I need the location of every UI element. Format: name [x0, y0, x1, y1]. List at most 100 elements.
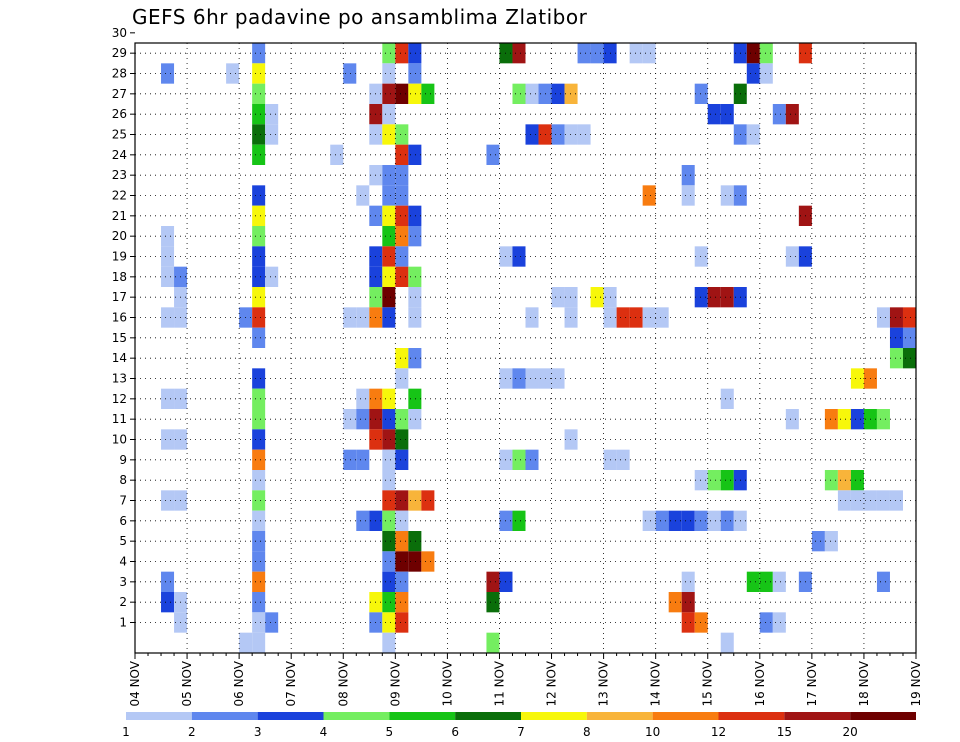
heatmap-cell [382, 226, 396, 247]
heatmap-cell [408, 307, 422, 328]
heatmap-cell [343, 63, 357, 84]
heatmap-cell [382, 43, 396, 64]
heatmap-cell [395, 490, 409, 511]
heatmap-cell [382, 124, 396, 145]
heatmap-cell [252, 43, 266, 64]
heatmap-cell [252, 266, 266, 287]
y-tick-label: 26 [112, 107, 127, 121]
chart-title: GEFS 6hr padavine po ansamblima Zlatibor [132, 5, 588, 29]
heatmap-cell [356, 388, 370, 409]
heatmap-cell [252, 287, 266, 308]
x-tick-label: 17 NOV [805, 660, 819, 706]
heatmap-cell [408, 226, 422, 247]
heatmap-cell [551, 124, 565, 145]
heatmap-cell [837, 409, 851, 430]
y-tick-label: 23 [112, 168, 127, 182]
heatmap-cell [694, 287, 708, 308]
x-tick-label: 07 NOV [284, 660, 298, 706]
heatmap-cell [681, 165, 695, 186]
heatmap-cell [902, 327, 916, 348]
heatmap-cell [421, 490, 435, 511]
heatmap-cell [681, 592, 695, 613]
heatmap-cell [161, 307, 175, 328]
heatmap-cell [382, 205, 396, 226]
colorbar-swatch [126, 712, 192, 720]
heatmap-cell [395, 348, 409, 369]
x-tick-label: 12 NOV [545, 660, 559, 706]
x-tick-label: 13 NOV [597, 660, 611, 706]
heatmap-cell [252, 144, 266, 165]
heatmap-cell [837, 470, 851, 491]
heatmap-cell [161, 388, 175, 409]
heatmap-cell [382, 63, 396, 84]
heatmap-cell [395, 165, 409, 186]
heatmap-cells [161, 43, 916, 653]
heatmap-cell [512, 43, 526, 64]
heatmap-cell [694, 612, 708, 633]
heatmap-cell [421, 551, 435, 572]
y-tick-label: 17 [112, 290, 127, 304]
heatmap-cell [785, 246, 799, 267]
heatmap-cell [681, 510, 695, 531]
heatmap-cell [252, 490, 266, 511]
heatmap-cell [382, 287, 396, 308]
colorbar-label: 5 [386, 725, 394, 739]
y-tick-label: 12 [112, 392, 127, 406]
heatmap-cell [564, 83, 578, 104]
heatmap-cell [876, 409, 890, 430]
heatmap-cell [889, 307, 903, 328]
heatmap-cell [850, 470, 864, 491]
heatmap-cell [395, 205, 409, 226]
heatmap-cell [252, 124, 266, 145]
heatmap-cell [382, 185, 396, 206]
heatmap-cell [395, 226, 409, 247]
heatmap-cell [161, 571, 175, 592]
heatmap-cell [408, 266, 422, 287]
heatmap-cell [720, 510, 734, 531]
y-tick-label: 9 [119, 453, 127, 467]
heatmap-cell [512, 83, 526, 104]
heatmap-cell [720, 287, 734, 308]
heatmap-cell [681, 571, 695, 592]
heatmap-cell [590, 287, 604, 308]
heatmap-cell [226, 63, 240, 84]
heatmap-cell [252, 510, 266, 531]
heatmap-cell [161, 266, 175, 287]
heatmap-cell [395, 592, 409, 613]
heatmap-cell [161, 246, 175, 267]
heatmap-cell [902, 348, 916, 369]
y-tick-label: 2 [119, 595, 127, 609]
heatmap-cell [408, 144, 422, 165]
y-tick-label: 24 [112, 148, 127, 162]
heatmap-cell [642, 43, 656, 64]
heatmap-cell [252, 388, 266, 409]
heatmap-cell [161, 429, 175, 450]
colorbar-label: 6 [451, 725, 459, 739]
y-tick-label: 21 [112, 209, 127, 223]
colorbar-label: 3 [254, 725, 262, 739]
x-tick-label: 14 NOV [649, 660, 663, 706]
y-tick-label: 10 [112, 433, 127, 447]
heatmap-cell [252, 104, 266, 125]
heatmap-cell [252, 226, 266, 247]
heatmap-cell [720, 388, 734, 409]
heatmap-cell [785, 409, 799, 430]
colorbar-swatch [784, 712, 851, 720]
heatmap-cell [681, 185, 695, 206]
heatmap-cell [252, 409, 266, 430]
heatmap-cell [408, 43, 422, 64]
colorbar-label: 4 [320, 725, 328, 739]
heatmap-cell [525, 449, 539, 470]
heatmap-cell [824, 531, 838, 552]
heatmap-cell [265, 266, 279, 287]
heatmap-cell [382, 266, 396, 287]
heatmap-cell [395, 124, 409, 145]
heatmap-cell [486, 632, 500, 653]
colorbar-swatch [323, 712, 390, 720]
colorbar-swatch [191, 712, 258, 720]
heatmap-cell [772, 104, 786, 125]
heatmap-cell [239, 632, 253, 653]
heatmap-cell [720, 185, 734, 206]
heatmap-cell [772, 571, 786, 592]
heatmap-cell [395, 571, 409, 592]
